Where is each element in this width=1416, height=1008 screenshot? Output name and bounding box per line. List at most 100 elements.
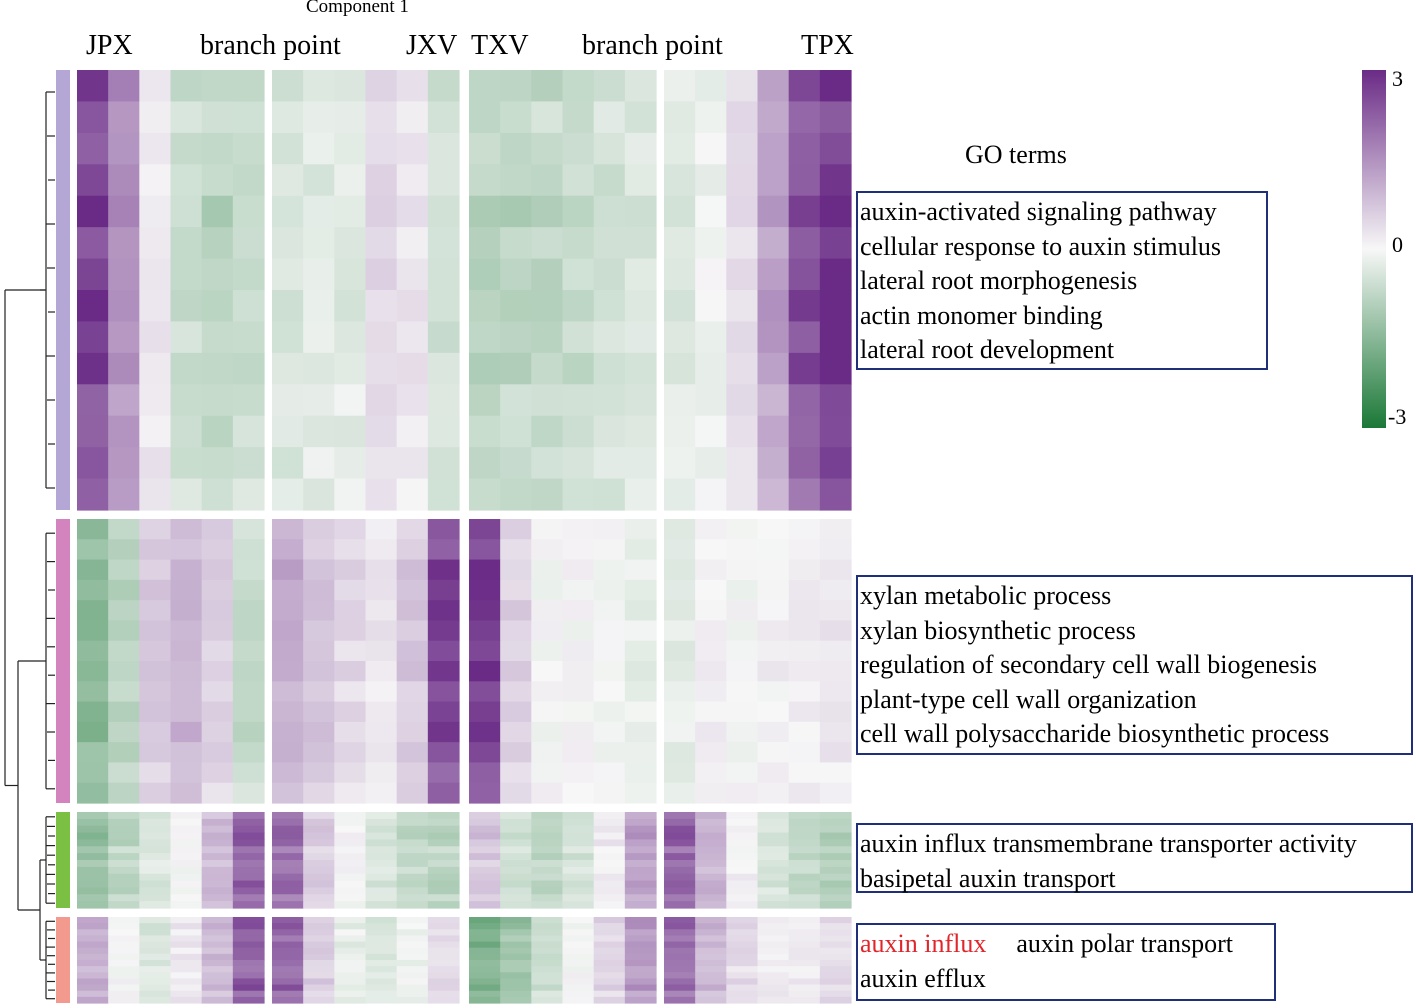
heatmap-cell bbox=[695, 352, 727, 385]
heatmap-cell bbox=[272, 721, 304, 743]
heatmap-cell bbox=[334, 935, 367, 943]
heatmap-cell bbox=[170, 195, 203, 228]
heatmap-cell bbox=[232, 132, 265, 165]
heatmap-cell bbox=[819, 352, 852, 385]
heatmap-cell bbox=[593, 195, 626, 228]
heatmap-cell bbox=[593, 873, 626, 882]
heatmap-cell bbox=[365, 559, 398, 581]
heatmap-cell bbox=[108, 321, 140, 354]
heatmap-cell bbox=[108, 825, 140, 834]
heatmap-cell bbox=[819, 866, 852, 875]
heatmap-cell bbox=[624, 873, 657, 882]
heatmap-cell bbox=[272, 941, 304, 949]
heatmap-cell bbox=[170, 832, 203, 841]
heatmap-cell bbox=[624, 762, 657, 784]
heatmap-cell bbox=[624, 600, 657, 622]
heatmap-cell bbox=[232, 762, 265, 784]
heatmap-cell bbox=[695, 917, 727, 924]
heatmap-cell bbox=[500, 880, 532, 889]
heatmap-cell bbox=[788, 721, 821, 743]
heatmap-cell bbox=[201, 164, 234, 197]
go-term: lateral root development bbox=[860, 335, 1115, 364]
heatmap-cell bbox=[201, 818, 234, 827]
heatmap-cell bbox=[334, 941, 367, 949]
go-term: xylan biosynthetic process bbox=[860, 615, 1136, 645]
heatmap-cell bbox=[531, 721, 564, 743]
heatmap-cell bbox=[500, 762, 532, 784]
heatmap-cell bbox=[108, 972, 140, 980]
heatmap-cell bbox=[427, 352, 460, 385]
heatmap-cell bbox=[531, 661, 564, 682]
heatmap-cell bbox=[77, 101, 109, 134]
heatmap-cell bbox=[427, 195, 460, 228]
heatmap-cell bbox=[819, 640, 852, 662]
heatmap-cell bbox=[726, 321, 759, 354]
heatmap-cell bbox=[427, 415, 460, 448]
heatmap-cell bbox=[624, 519, 657, 540]
heatmap-cell bbox=[108, 966, 140, 973]
go-term: cellular response to auxin stimulus bbox=[860, 231, 1222, 261]
heatmap-cell bbox=[232, 478, 265, 511]
heatmap-cell bbox=[303, 539, 335, 561]
heatmap-cell bbox=[562, 860, 595, 868]
heatmap-cell bbox=[695, 947, 727, 955]
heatmap-cell bbox=[562, 321, 595, 354]
heatmap-cell bbox=[562, 782, 595, 804]
heatmap-cell bbox=[77, 640, 109, 662]
heatmap-cell bbox=[531, 579, 564, 601]
heatmap-cell bbox=[757, 818, 790, 827]
heatmap-cell bbox=[396, 539, 429, 561]
heatmap-cell bbox=[170, 384, 203, 417]
heatmap-cell bbox=[396, 742, 429, 764]
heatmap-cell bbox=[108, 941, 140, 949]
heatmap-cell bbox=[500, 972, 532, 980]
heatmap-cell bbox=[303, 832, 335, 841]
go-box-cluster2: xylan metabolic process xylan biosynthet… bbox=[856, 575, 1413, 755]
heatmap-cell bbox=[396, 227, 429, 260]
heatmap-cell bbox=[819, 978, 852, 986]
heatmap-cell bbox=[562, 681, 595, 703]
heatmap-cell bbox=[427, 258, 460, 291]
heatmap-cell bbox=[819, 681, 852, 703]
heatmap-cell bbox=[531, 866, 564, 875]
heatmap-cell bbox=[695, 321, 727, 354]
heatmap-cell bbox=[695, 966, 727, 973]
heatmap-cell bbox=[365, 579, 398, 601]
heatmap-cell bbox=[726, 972, 759, 980]
heatmap-cell bbox=[139, 681, 172, 703]
heatmap-cell bbox=[272, 227, 304, 260]
heatmap-cell bbox=[303, 894, 335, 902]
heatmap-cell bbox=[562, 947, 595, 955]
heatmap-cell bbox=[664, 860, 696, 868]
heatmap-cell bbox=[593, 929, 626, 937]
heatmap-cell bbox=[334, 990, 367, 998]
heatmap-cell bbox=[500, 960, 532, 967]
heatmap-cell bbox=[819, 579, 852, 601]
heatmap-cell bbox=[469, 519, 501, 540]
heatmap-cell bbox=[139, 866, 172, 875]
heatmap-cell bbox=[500, 447, 532, 480]
heatmap-cell bbox=[695, 860, 727, 868]
heatmap-cell bbox=[201, 839, 234, 847]
heatmap-cell bbox=[108, 990, 140, 998]
heatmap-cell bbox=[303, 258, 335, 291]
heatmap-cell bbox=[531, 447, 564, 480]
heatmap-cell bbox=[757, 447, 790, 480]
heatmap-cell bbox=[77, 866, 109, 875]
heatmap-cell bbox=[303, 762, 335, 784]
heatmap-cell bbox=[201, 579, 234, 601]
heatmap-cell bbox=[272, 579, 304, 601]
heatmap-cell bbox=[469, 873, 501, 882]
heatmap-cell bbox=[531, 901, 564, 909]
heatmap-cell bbox=[108, 853, 140, 861]
heatmap-cell bbox=[531, 742, 564, 764]
heatmap-cell bbox=[334, 812, 367, 820]
heatmap-cell bbox=[469, 887, 501, 895]
heatmap-cell bbox=[170, 966, 203, 973]
heatmap-cell bbox=[500, 620, 532, 642]
heatmap-cell bbox=[562, 846, 595, 854]
heatmap-cell bbox=[695, 101, 727, 134]
heatmap-cell bbox=[695, 164, 727, 197]
heatmap-cell bbox=[788, 352, 821, 385]
heatmap-cell bbox=[531, 620, 564, 642]
